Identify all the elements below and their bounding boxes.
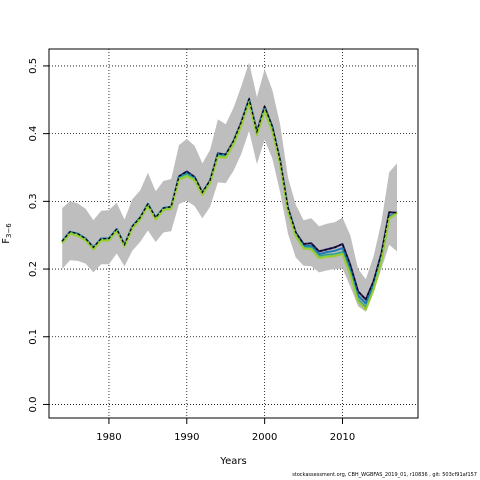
footer-credit: stockassessment.org, CBH_WGBFAS_2019_01,… (292, 472, 477, 478)
y-axis-title-main: F (1, 238, 12, 244)
y-tick-label: 0.2 (28, 261, 39, 277)
x-tick-label: 2000 (252, 432, 277, 443)
x-axis-title: Years (219, 456, 246, 467)
confidence-band-area (62, 62, 397, 312)
series-line-final (61, 96, 398, 301)
series-line-5 (61, 102, 398, 311)
x-tick-label: 1980 (96, 432, 121, 443)
confidence-band (62, 62, 397, 312)
y-axis-title: F3−6 (1, 223, 13, 244)
y-tick-label: 0.5 (28, 58, 39, 74)
y-axis-title-subscript: 3−6 (5, 223, 13, 238)
y-axis: 0.0 0.1 0.2 0.3 0.4 0.5 (28, 58, 49, 413)
y-tick-label: 0.0 (28, 397, 39, 413)
y-tick-label: 0.4 (28, 126, 39, 142)
y-tick-label: 0.1 (28, 329, 39, 345)
x-tick-label: 1990 (174, 432, 199, 443)
x-axis: 1980 1990 2000 2010 (96, 417, 355, 443)
series-lines (61, 96, 398, 311)
x-tick-label: 2010 (330, 432, 355, 443)
y-tick-label: 0.3 (28, 193, 39, 209)
